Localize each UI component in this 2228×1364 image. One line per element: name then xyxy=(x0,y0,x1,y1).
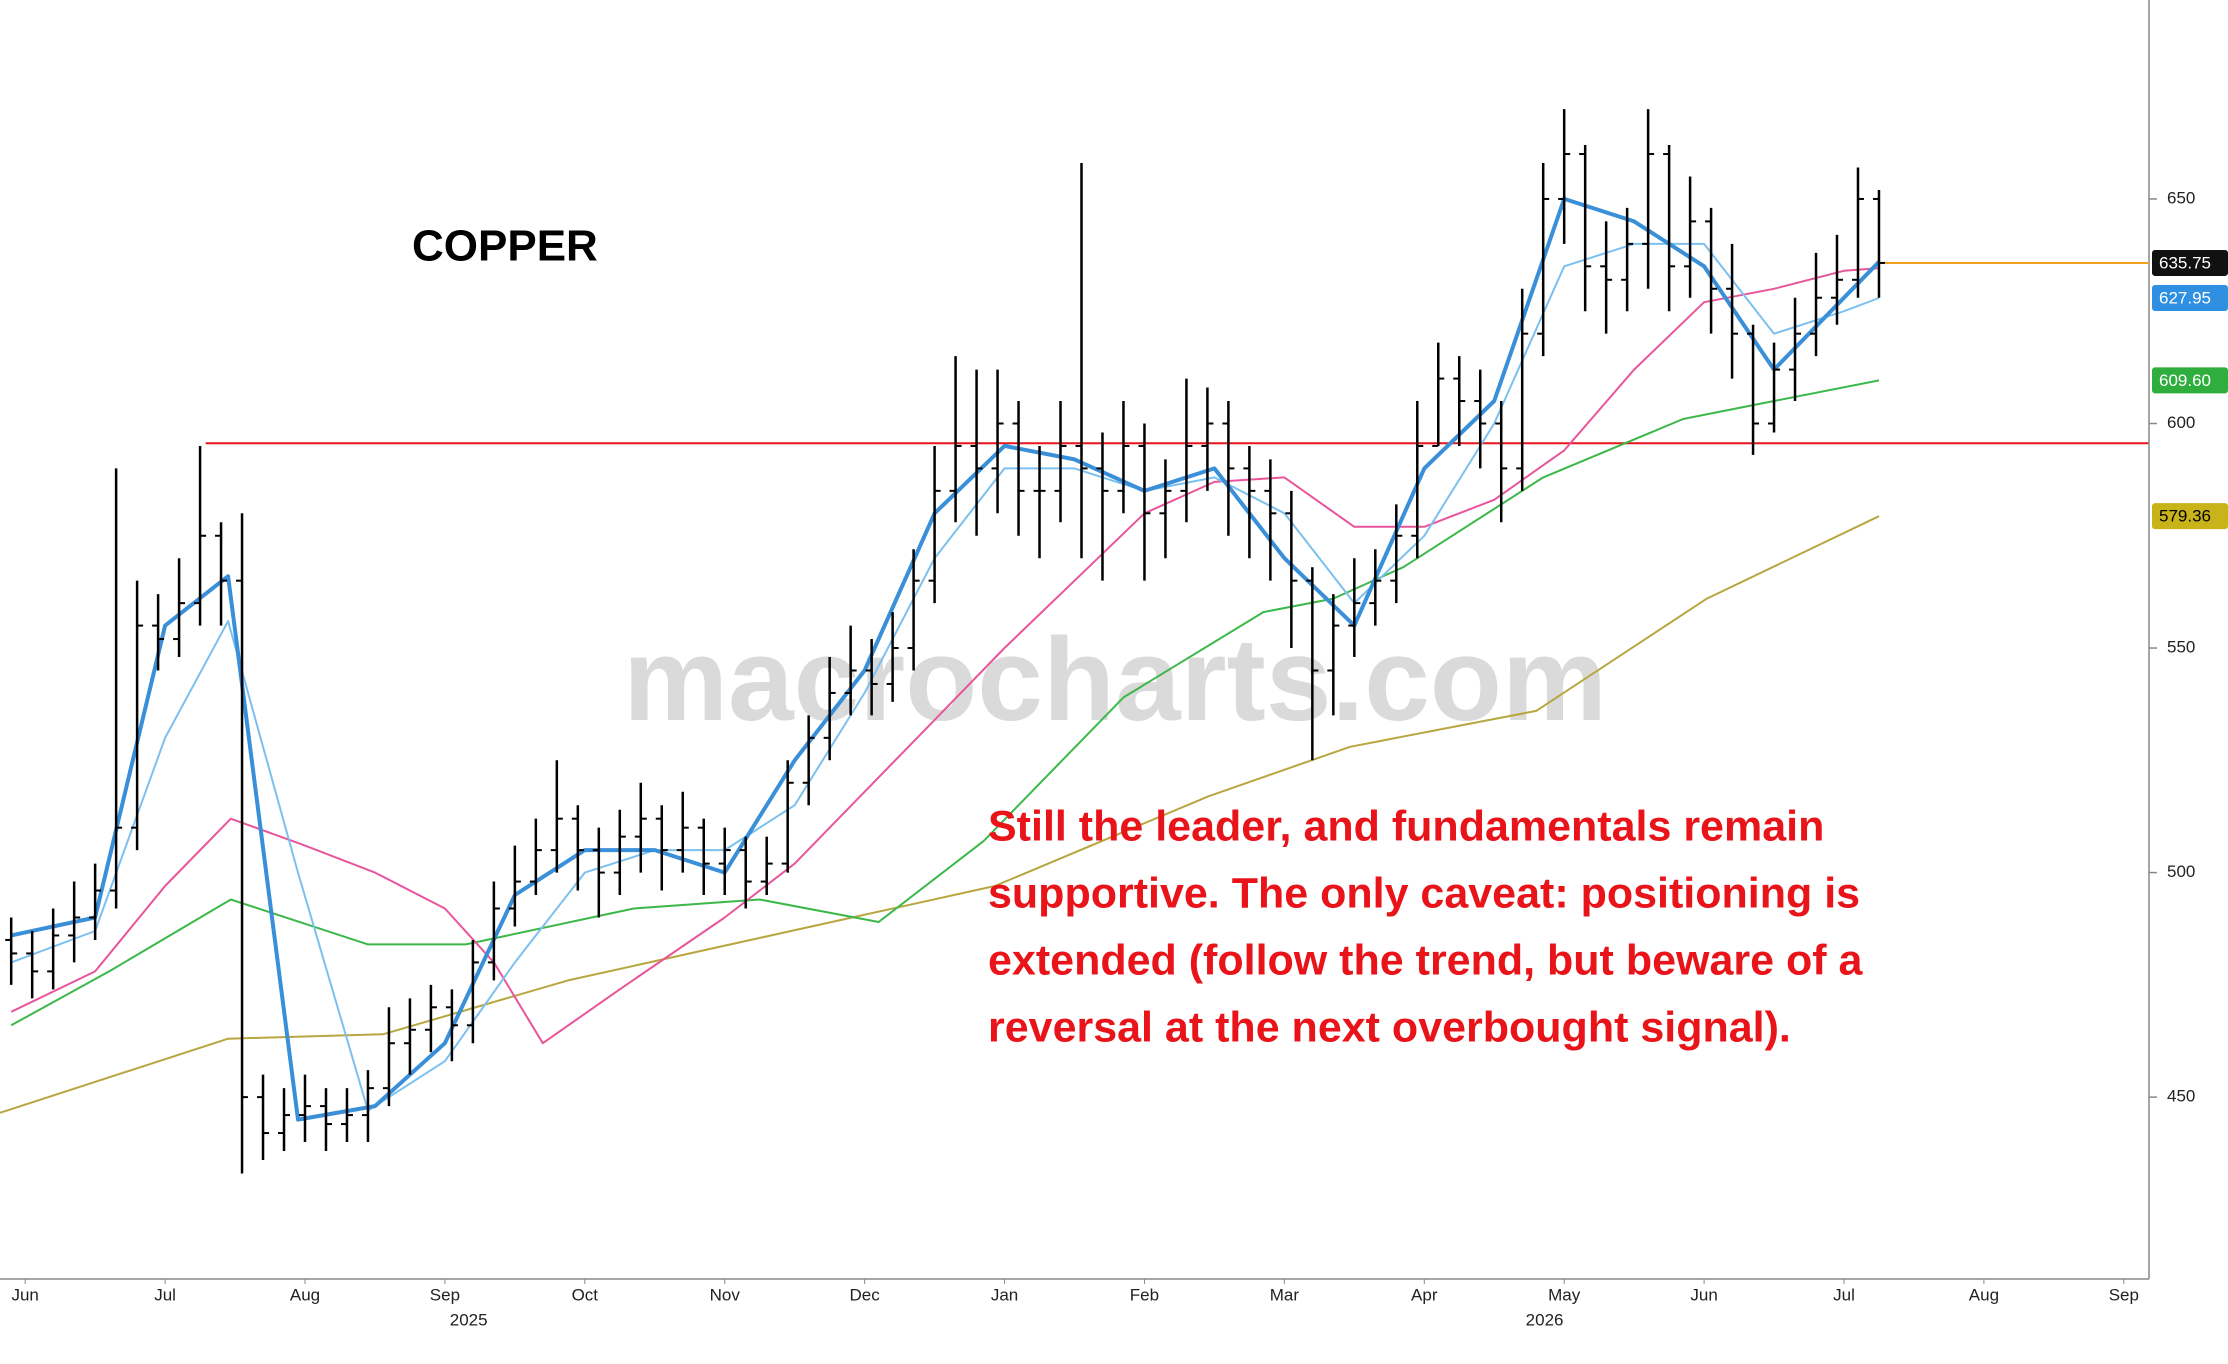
moving-average-line xyxy=(10,242,1880,1112)
moving-average-line xyxy=(10,379,1880,1027)
year-label: 2026 xyxy=(1526,1310,1564,1329)
value-tag-label: 627.95 xyxy=(2159,288,2211,307)
moving-average-line xyxy=(10,196,1881,1122)
value-tag-label: 579.36 xyxy=(2159,507,2211,526)
x-tick-label: Jan xyxy=(991,1285,1018,1304)
x-tick-label: Oct xyxy=(572,1285,599,1304)
plot-area xyxy=(0,109,2149,1174)
x-tick-label: Sep xyxy=(430,1285,460,1304)
annotation: extended (follow the trend, but beware o… xyxy=(988,936,1863,984)
annotation: supportive. The only caveat: positioning… xyxy=(988,869,1860,917)
chart-title: COPPER xyxy=(412,222,598,271)
y-tick-label: 500 xyxy=(2167,862,2195,881)
x-tick-label: Apr xyxy=(1411,1285,1438,1304)
x-tick-label: Sep xyxy=(2109,1285,2139,1304)
year-label: 2025 xyxy=(450,1310,488,1329)
y-tick-label: 550 xyxy=(2167,638,2195,657)
x-tick-label: Jul xyxy=(1833,1285,1855,1304)
x-tick-label: Jun xyxy=(11,1285,38,1304)
y-tick-label: 600 xyxy=(2167,413,2195,432)
annotation: reversal at the next overbought signal). xyxy=(988,1003,1791,1051)
x-tick-label: Aug xyxy=(290,1285,320,1304)
last-price-label: 635.75 xyxy=(2159,253,2211,272)
annotation: Still the leader, and fundamentals remai… xyxy=(988,802,1824,850)
value-tag-label: 609.60 xyxy=(2159,371,2211,390)
moving-average-line xyxy=(0,515,1880,1114)
value-tag xyxy=(2152,503,2228,530)
x-tick-label: Dec xyxy=(850,1285,881,1304)
x-tick-label: Mar xyxy=(1270,1285,1300,1304)
y-tick-label: 450 xyxy=(2167,1087,2195,1106)
watermark: macrocharts.com xyxy=(623,614,1607,746)
x-tick-label: Jul xyxy=(154,1285,176,1304)
x-tick-label: May xyxy=(1548,1285,1581,1304)
value-tag xyxy=(2152,367,2228,394)
x-tick-label: Jun xyxy=(1690,1285,1717,1304)
x-tick-label: Aug xyxy=(1969,1285,1999,1304)
x-tick-label: Nov xyxy=(710,1285,741,1304)
last-price-tag xyxy=(2152,249,2228,276)
value-tag xyxy=(2152,284,2228,311)
x-tick-label: Feb xyxy=(1130,1285,1159,1304)
y-tick-label: 650 xyxy=(2167,188,2195,207)
moving-average-line xyxy=(10,267,1880,1045)
